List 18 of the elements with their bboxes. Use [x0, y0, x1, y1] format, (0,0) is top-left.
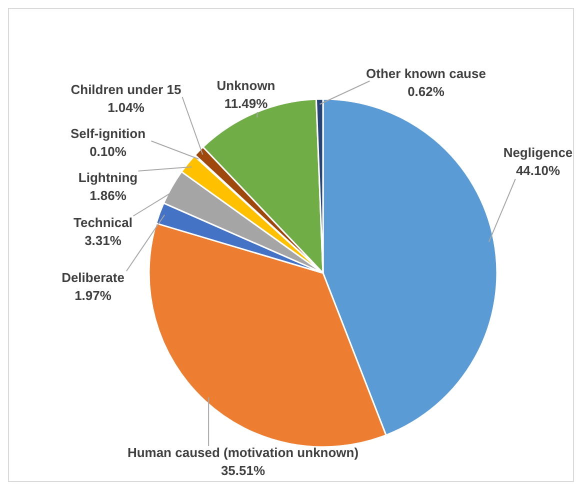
data-label: 1.04% [108, 100, 145, 115]
slice-label: Other known cause [366, 66, 486, 81]
data-label: 0.62% [408, 84, 445, 99]
slice-label: Negligence [503, 145, 573, 160]
slice-label: Unknown [216, 78, 276, 93]
data-label: 0.10% [90, 144, 127, 159]
data-label: 3.31% [84, 233, 122, 248]
data-label: 11.49% [224, 96, 268, 111]
slice-label: Human caused (motivation unknown) [127, 445, 359, 460]
slice-label: Children under 15 [70, 82, 182, 97]
slice-label: Deliberate [62, 270, 124, 285]
data-label: 1.86% [90, 188, 127, 203]
data-label: 44.10% [516, 163, 560, 178]
slice-label: Self-ignition [70, 126, 146, 141]
slice-label: Technical [73, 215, 133, 230]
slice-label: Lightning [78, 170, 138, 185]
data-label: 35.51% [220, 463, 266, 478]
data-label: 1.97% [74, 288, 112, 303]
